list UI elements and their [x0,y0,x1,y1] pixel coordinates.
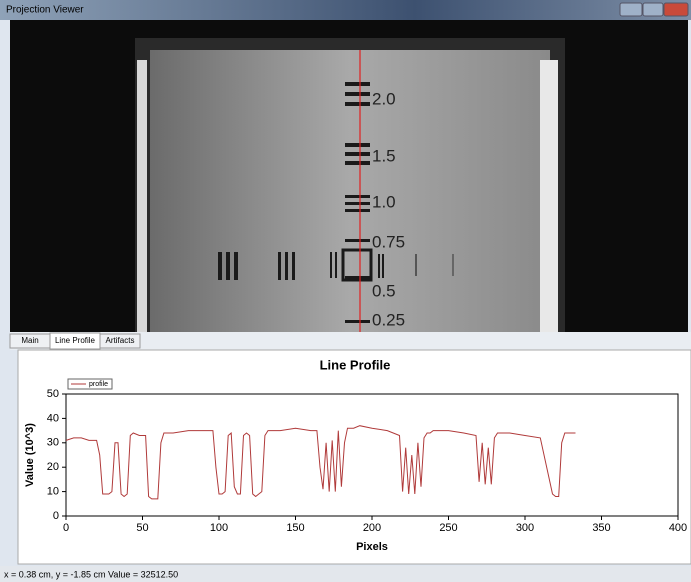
minimize-button[interactable] [619,2,643,17]
target-label: 0.5 [372,281,396,300]
target-label: 1.0 [372,192,396,211]
target-label: 0.25 [372,310,405,329]
legend-label: profile [89,381,108,388]
status-bar [0,566,691,582]
film [150,50,550,332]
y-tick-label: 50 [47,388,59,400]
film-edge [137,60,147,332]
film-edge [540,60,558,332]
x-tick-label: 200 [363,522,381,534]
y-tick-label: 0 [53,510,59,522]
tab-bar [10,332,691,350]
target-label: 2.0 [372,89,396,108]
resolution-target [218,82,454,323]
y-tick-label: 40 [47,412,59,424]
close-button[interactable] [663,2,689,17]
tab-label[interactable]: Artifacts [106,336,135,345]
x-tick-label: 400 [669,522,687,534]
chart-title: Line Profile [320,357,391,372]
x-tick-label: 50 [136,522,148,534]
y-tick-label: 20 [47,461,59,473]
x-tick-label: 150 [286,522,304,534]
tab[interactable] [99,333,141,349]
x-tick-label: 300 [516,522,534,534]
tab-label[interactable]: Main [21,336,38,345]
x-tick-label: 0 [63,522,69,534]
window-title: Projection Viewer [6,5,84,16]
x-tick-label: 250 [439,522,457,534]
tab-label[interactable]: Line Profile [55,336,96,345]
x-axis-label: Pixels [356,541,388,553]
y-tick-label: 10 [47,486,59,498]
maximize-button[interactable] [642,2,664,17]
x-tick-label: 350 [592,522,610,534]
title-bar [0,0,691,20]
profile-line [65,425,576,500]
y-tick-label: 30 [47,437,59,449]
status-text: x = 0.38 cm, y = -1.85 cm Value = 32512.… [4,569,178,579]
chart-panel [17,349,691,565]
y-axis-label: Value (10^3) [24,423,36,487]
target-label: 1.5 [372,146,396,165]
x-tick-label: 100 [210,522,228,534]
target-label: 0.75 [372,232,405,251]
legend-box [67,378,113,390]
